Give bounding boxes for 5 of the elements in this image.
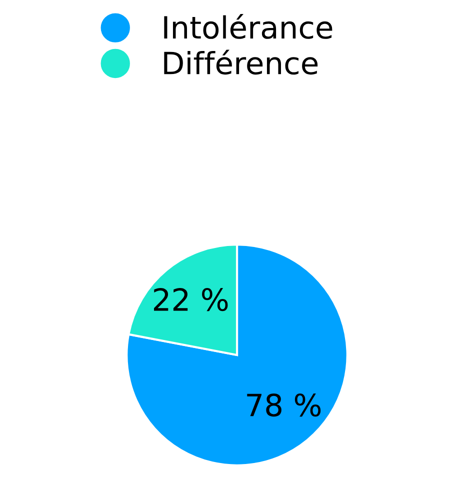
pie-slice bbox=[126, 244, 348, 466]
legend-label: Différence bbox=[164, 50, 318, 75]
data-label: 78 % bbox=[247, 393, 321, 417]
legend-label: Intolérance bbox=[164, 14, 332, 39]
data-label: 22 % bbox=[154, 288, 228, 312]
